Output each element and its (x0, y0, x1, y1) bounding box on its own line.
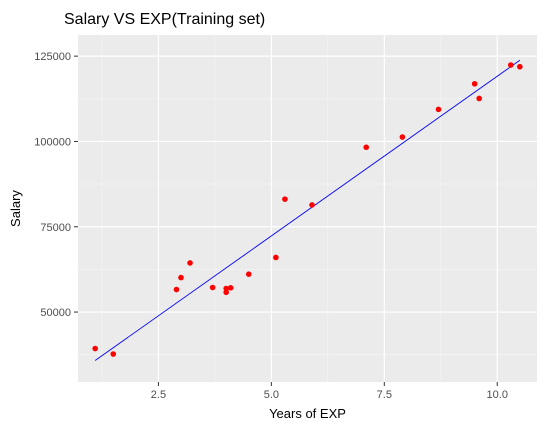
data-point (363, 144, 370, 151)
data-point (517, 63, 523, 70)
regression-line (94, 59, 521, 361)
data-point (227, 285, 234, 291)
data-point (92, 345, 98, 352)
y-tick-label: 75000 (40, 222, 71, 234)
data-point (178, 274, 184, 281)
x-tick-label: 7.5 (377, 389, 392, 401)
data-point (173, 286, 180, 293)
y-tick-label: 125000 (34, 51, 71, 63)
data-point (187, 260, 193, 266)
data-point (209, 284, 216, 291)
data-point (245, 271, 252, 277)
data-point (110, 351, 117, 357)
y-tick-label: 100000 (34, 136, 71, 148)
chart-title: Salary VS EXP(Training set) (64, 11, 265, 28)
data-point (273, 254, 279, 261)
data-point (309, 202, 315, 208)
data-point (435, 106, 442, 113)
plot-panel (78, 35, 537, 382)
x-axis-label: Years of EXP (269, 406, 346, 421)
major-gridlines (78, 35, 537, 382)
x-tick-label: 2.5 (151, 389, 166, 401)
data-point (282, 196, 288, 202)
data-point (507, 62, 514, 68)
axis-ticks: 2.5 5.0 7.5 10.0 50000 75000 100000 125000 (34, 51, 508, 401)
x-tick-label: 5.0 (264, 389, 279, 401)
x-tick-label: 10.0 (487, 389, 508, 401)
minor-gridlines (78, 35, 537, 382)
data-point (476, 95, 482, 102)
y-tick-label: 50000 (40, 307, 71, 319)
y-axis-label: Salary (8, 190, 23, 227)
data-point (471, 80, 478, 87)
data-point (223, 285, 229, 292)
data-marks (92, 59, 523, 361)
data-point (399, 134, 406, 140)
